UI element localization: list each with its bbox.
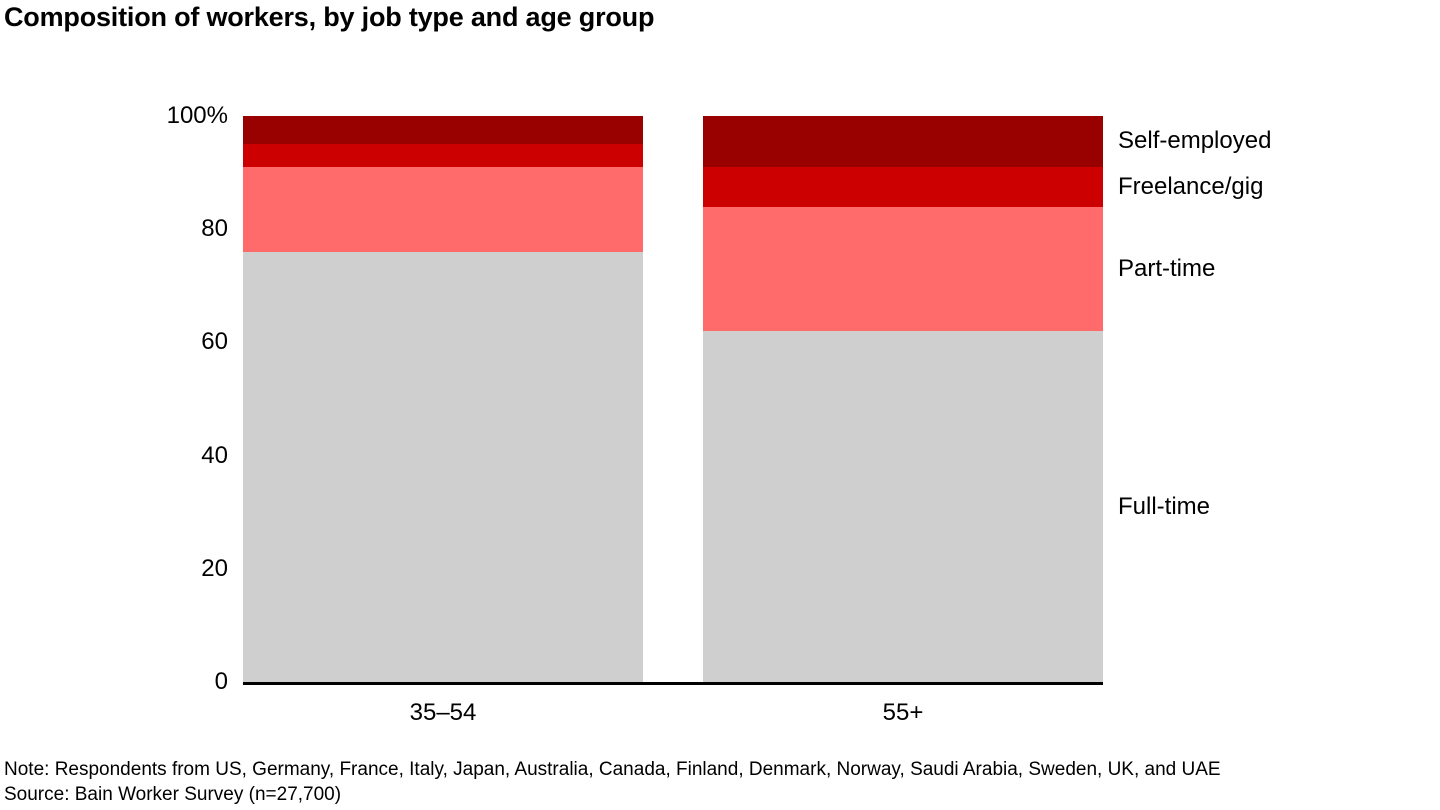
- series-label-Self-employed: Self-employed: [1118, 127, 1272, 155]
- series-label-Part-time: Part-time: [1118, 254, 1216, 282]
- chart-title: Composition of workers, by job type and …: [4, 2, 655, 32]
- bar-segment-55+-Freelance/gig: [703, 166, 1103, 207]
- bar-segment-35–54-Part-time: [243, 166, 643, 252]
- y-tick-label-60: 60: [201, 328, 228, 356]
- series-label-Freelance/gig: Freelance/gig: [1118, 172, 1264, 200]
- bar-segment-35–54-Self-employed: [243, 116, 643, 145]
- y-tick-label-80: 80: [201, 215, 228, 243]
- bar-segment-55+-Part-time: [703, 206, 1103, 332]
- y-tick-label-40: 40: [201, 441, 228, 469]
- bar-segment-55+-Self-employed: [703, 116, 1103, 167]
- x-axis-line: [243, 682, 1103, 685]
- bar-segment-35–54-Full-time: [243, 251, 643, 682]
- x-category-label-55+: 55+: [882, 699, 924, 726]
- y-tick-label-0: 0: [214, 668, 228, 695]
- bar-segment-35–54-Freelance/gig: [243, 144, 643, 167]
- bar-segment-55+-Full-time: [703, 331, 1103, 682]
- y-tick-label-100: 100%: [166, 102, 228, 129]
- source-text: Source: Bain Worker Survey (n=27,700): [4, 784, 342, 805]
- plot-area: [243, 116, 1103, 682]
- x-category-label-35–54: 35–54: [409, 699, 477, 726]
- y-tick-label-20: 20: [201, 554, 228, 582]
- note-text: Note: Respondents from US, Germany, Fran…: [4, 759, 1221, 780]
- series-label-Full-time: Full-time: [1118, 492, 1211, 520]
